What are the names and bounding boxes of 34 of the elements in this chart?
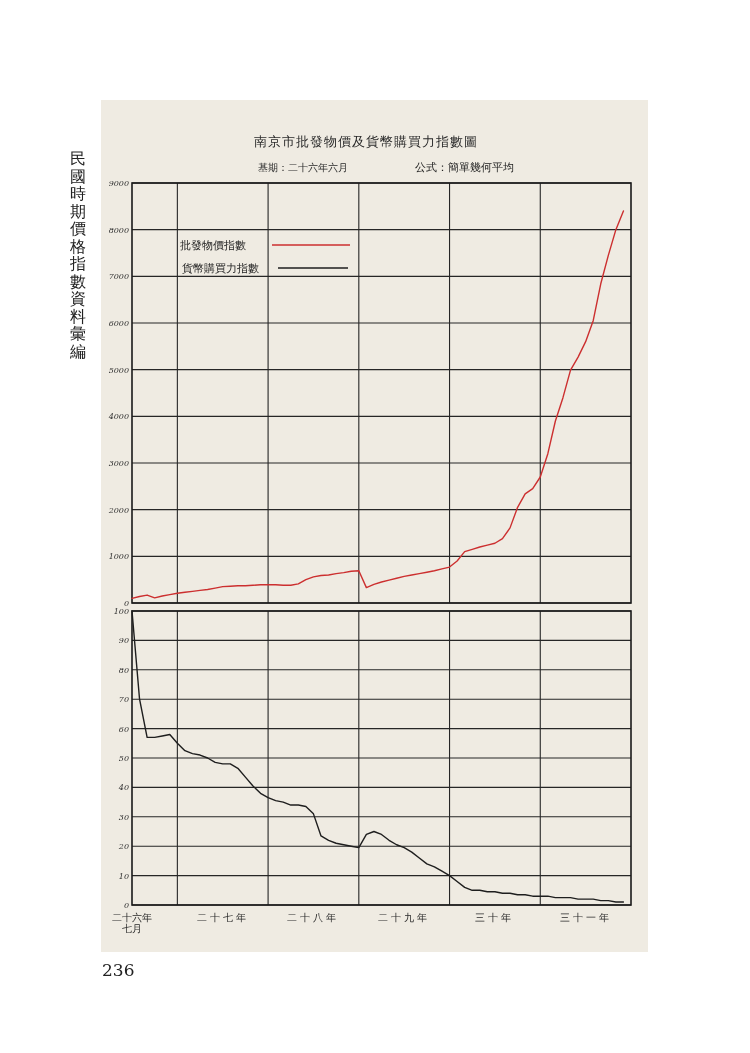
y-tick-label: 0 <box>123 901 129 910</box>
x-tick-label: 二十八年 <box>287 912 340 923</box>
y-tick-label: 1000 <box>108 552 129 562</box>
x-tick-label: 二十九年 <box>378 912 431 923</box>
annotation: 236 <box>102 960 135 980</box>
y-tick-label: 40 <box>118 783 129 793</box>
subtitle: 基期：二十六年六月 <box>258 162 348 173</box>
y-tick-label: 4000 <box>108 412 129 422</box>
y-tick-label: 0 <box>123 599 129 608</box>
y-tick-label: 100 <box>113 607 129 616</box>
y-tick-label: 9000 <box>108 179 129 188</box>
x-tick-label: 三十一年 <box>559 912 612 923</box>
y-tick-label: 30 <box>118 812 129 822</box>
y-tick-label: 8000 <box>108 225 129 235</box>
legend-label: 批發物價指數 <box>180 239 246 252</box>
annotation: 公式：簡單幾何平均 <box>415 161 514 174</box>
y-tick-label: 90 <box>118 636 129 646</box>
y-tick-label: 6000 <box>108 319 129 328</box>
y-tick-label: 20 <box>118 842 129 852</box>
annotation: 民國時期價格指數資料彙編 <box>70 149 86 361</box>
y-tick-label: 80 <box>118 665 129 675</box>
legend-label: 貨幣購買力指數 <box>182 262 259 275</box>
y-tick-label: 7000 <box>108 272 129 282</box>
x-tick-label: 二十六年七月 <box>112 912 152 934</box>
x-tick-label: 三十年 <box>475 912 515 923</box>
y-tick-label: 50 <box>118 754 129 763</box>
y-tick-label: 5000 <box>108 365 129 375</box>
y-tick-label: 60 <box>118 724 129 734</box>
y-tick-label: 10 <box>118 871 129 881</box>
y-tick-label: 3000 <box>108 459 129 468</box>
x-tick-label: 二十七年 <box>196 912 249 923</box>
title: 南京市批發物價及貨幣購買力指數圖 <box>253 134 478 149</box>
y-tick-label: 2000 <box>108 505 129 515</box>
y-tick-label: 70 <box>118 695 129 705</box>
